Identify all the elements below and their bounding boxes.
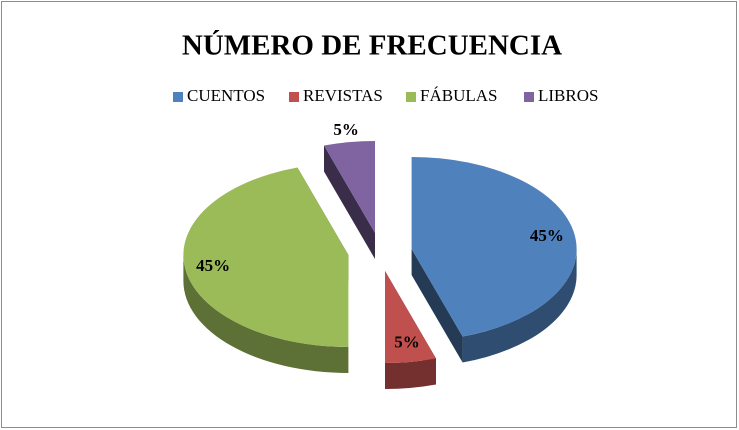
slice-side [385, 358, 436, 389]
data-label: 5% [333, 120, 359, 139]
slice-side [462, 248, 577, 363]
slice-side [183, 255, 349, 374]
slice [411, 156, 577, 337]
legend-label: REVISTAS [303, 86, 383, 105]
slice-edge [411, 248, 463, 363]
legend-label: FÁBULAS [420, 86, 497, 105]
slice [385, 270, 436, 363]
legend-label: CUENTOS [187, 86, 265, 105]
data-label: 5% [394, 333, 420, 352]
legend-swatch [406, 92, 416, 102]
slice [183, 167, 349, 348]
data-label: 45% [530, 226, 564, 245]
legend-swatch [289, 92, 299, 102]
legend-label: LIBROS [538, 86, 598, 105]
slice-edge [324, 145, 375, 260]
data-label: 45% [196, 256, 230, 275]
legend-swatch [173, 92, 183, 102]
legend-swatch [524, 92, 534, 102]
chart-title: NÚMERO DE FRECUENCIA [182, 29, 562, 62]
slice [324, 141, 375, 234]
